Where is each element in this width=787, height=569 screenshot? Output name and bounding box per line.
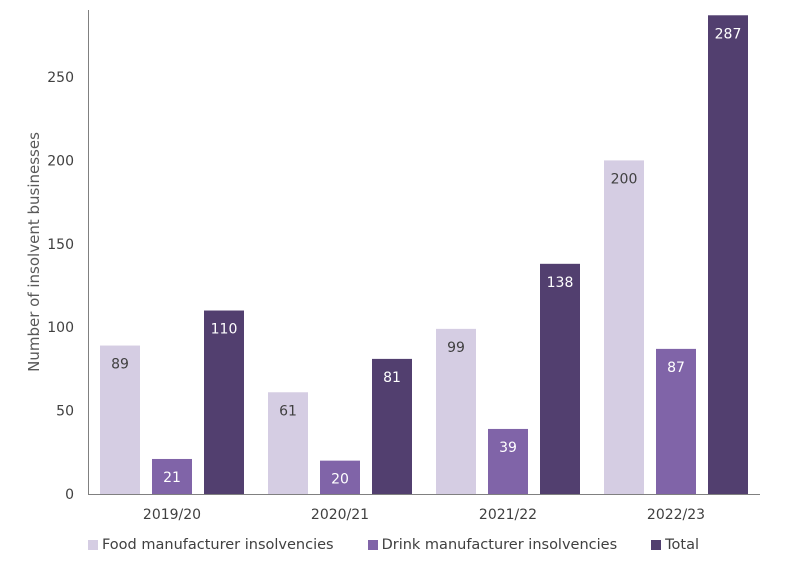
bar <box>604 160 644 494</box>
bar <box>656 348 696 494</box>
data-label: 99 <box>447 340 465 356</box>
bar <box>540 263 580 494</box>
legend-label-food: Food manufacturer insolvencies <box>101 537 334 553</box>
y-tick-label: 0 <box>65 487 74 503</box>
legend: Food manufacturer insolvencies Drink man… <box>0 537 787 553</box>
bar <box>488 428 528 494</box>
legend-item-total: Total <box>651 537 699 553</box>
y-tick-label: 100 <box>47 320 74 336</box>
data-label: 287 <box>715 26 742 42</box>
legend-item-drink: Drink manufacturer insolvencies <box>367 537 618 553</box>
legend-label-drink: Drink manufacturer insolvencies <box>381 537 618 553</box>
legend-swatch-drink <box>367 540 378 550</box>
y-tick-label: 50 <box>56 404 74 420</box>
legend-swatch-food <box>87 540 98 550</box>
data-label: 110 <box>211 322 238 338</box>
data-label: 81 <box>383 370 401 386</box>
y-tick-label: 150 <box>47 237 74 253</box>
x-tick-label: 2021/22 <box>479 507 537 523</box>
legend-swatch-total <box>651 540 662 550</box>
legend-item-food: Food manufacturer insolvencies <box>87 537 334 553</box>
bar <box>100 345 140 494</box>
x-tick-label: 2019/20 <box>143 507 201 523</box>
bar <box>320 460 360 494</box>
y-axis-label: Number of insolvent businesses <box>25 132 43 372</box>
data-label: 20 <box>331 472 349 488</box>
bar <box>708 15 748 495</box>
data-label: 89 <box>111 357 129 373</box>
data-label: 200 <box>611 171 638 187</box>
y-tick-label: 200 <box>47 153 74 169</box>
data-label: 138 <box>547 275 574 291</box>
y-tick-label: 250 <box>47 70 74 86</box>
data-label: 21 <box>163 470 181 486</box>
bar-chart: 0 50 100 150 200 250 89 21 110 61 20 81 99 39 138 200 8… <box>25 10 760 523</box>
legend-label-total: Total <box>665 537 700 553</box>
x-tick-label: 2020/21 <box>311 507 369 523</box>
bar <box>152 458 192 494</box>
bar <box>204 310 244 494</box>
data-label: 39 <box>499 440 517 456</box>
x-tick-label: 2022/23 <box>647 507 705 523</box>
data-label: 87 <box>667 360 685 376</box>
data-label: 61 <box>279 403 297 419</box>
bar <box>268 392 308 494</box>
bar <box>436 328 476 494</box>
bar <box>372 358 412 494</box>
